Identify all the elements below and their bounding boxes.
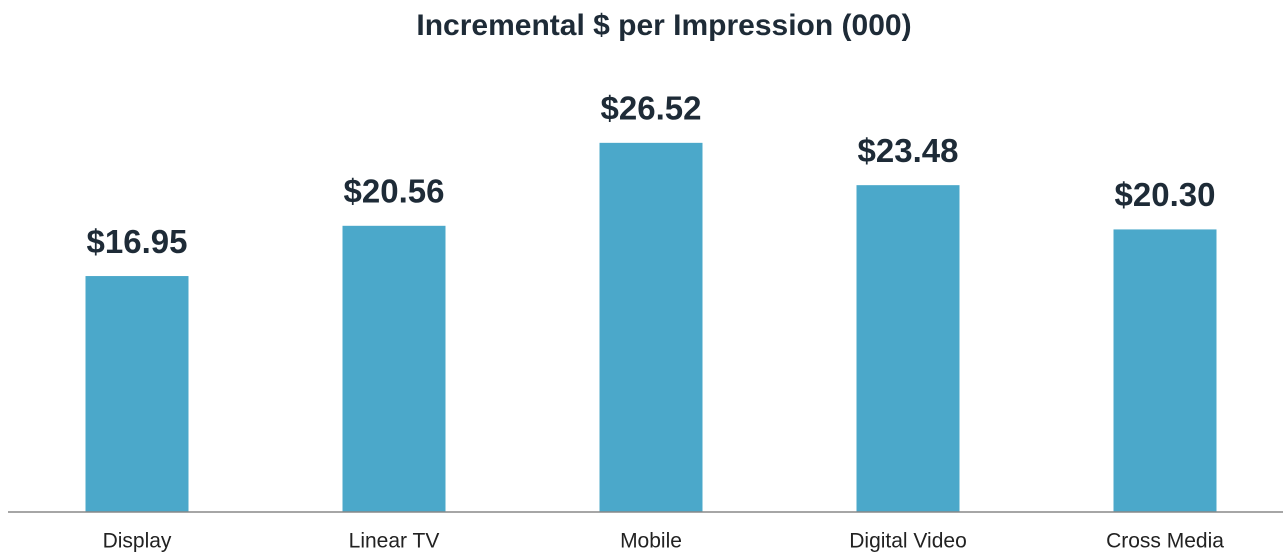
x-tick-label: Digital Video xyxy=(849,530,967,553)
x-tick-label: Mobile xyxy=(620,530,682,553)
bar xyxy=(1113,229,1217,512)
value-label: $16.95 xyxy=(87,223,188,260)
value-label: $26.52 xyxy=(601,90,702,127)
bar xyxy=(85,276,189,512)
x-tick-label: Linear TV xyxy=(349,530,440,553)
bar xyxy=(342,225,446,512)
chart-title: Incremental $ per Impression (000) xyxy=(416,9,911,42)
value-label: $20.30 xyxy=(1115,176,1216,213)
bar xyxy=(856,185,960,513)
bar xyxy=(599,142,703,512)
x-tick-label: Display xyxy=(103,530,172,553)
x-tick-label: Cross Media xyxy=(1106,530,1224,553)
value-label: $20.56 xyxy=(344,173,445,210)
value-label: $23.48 xyxy=(858,132,959,169)
